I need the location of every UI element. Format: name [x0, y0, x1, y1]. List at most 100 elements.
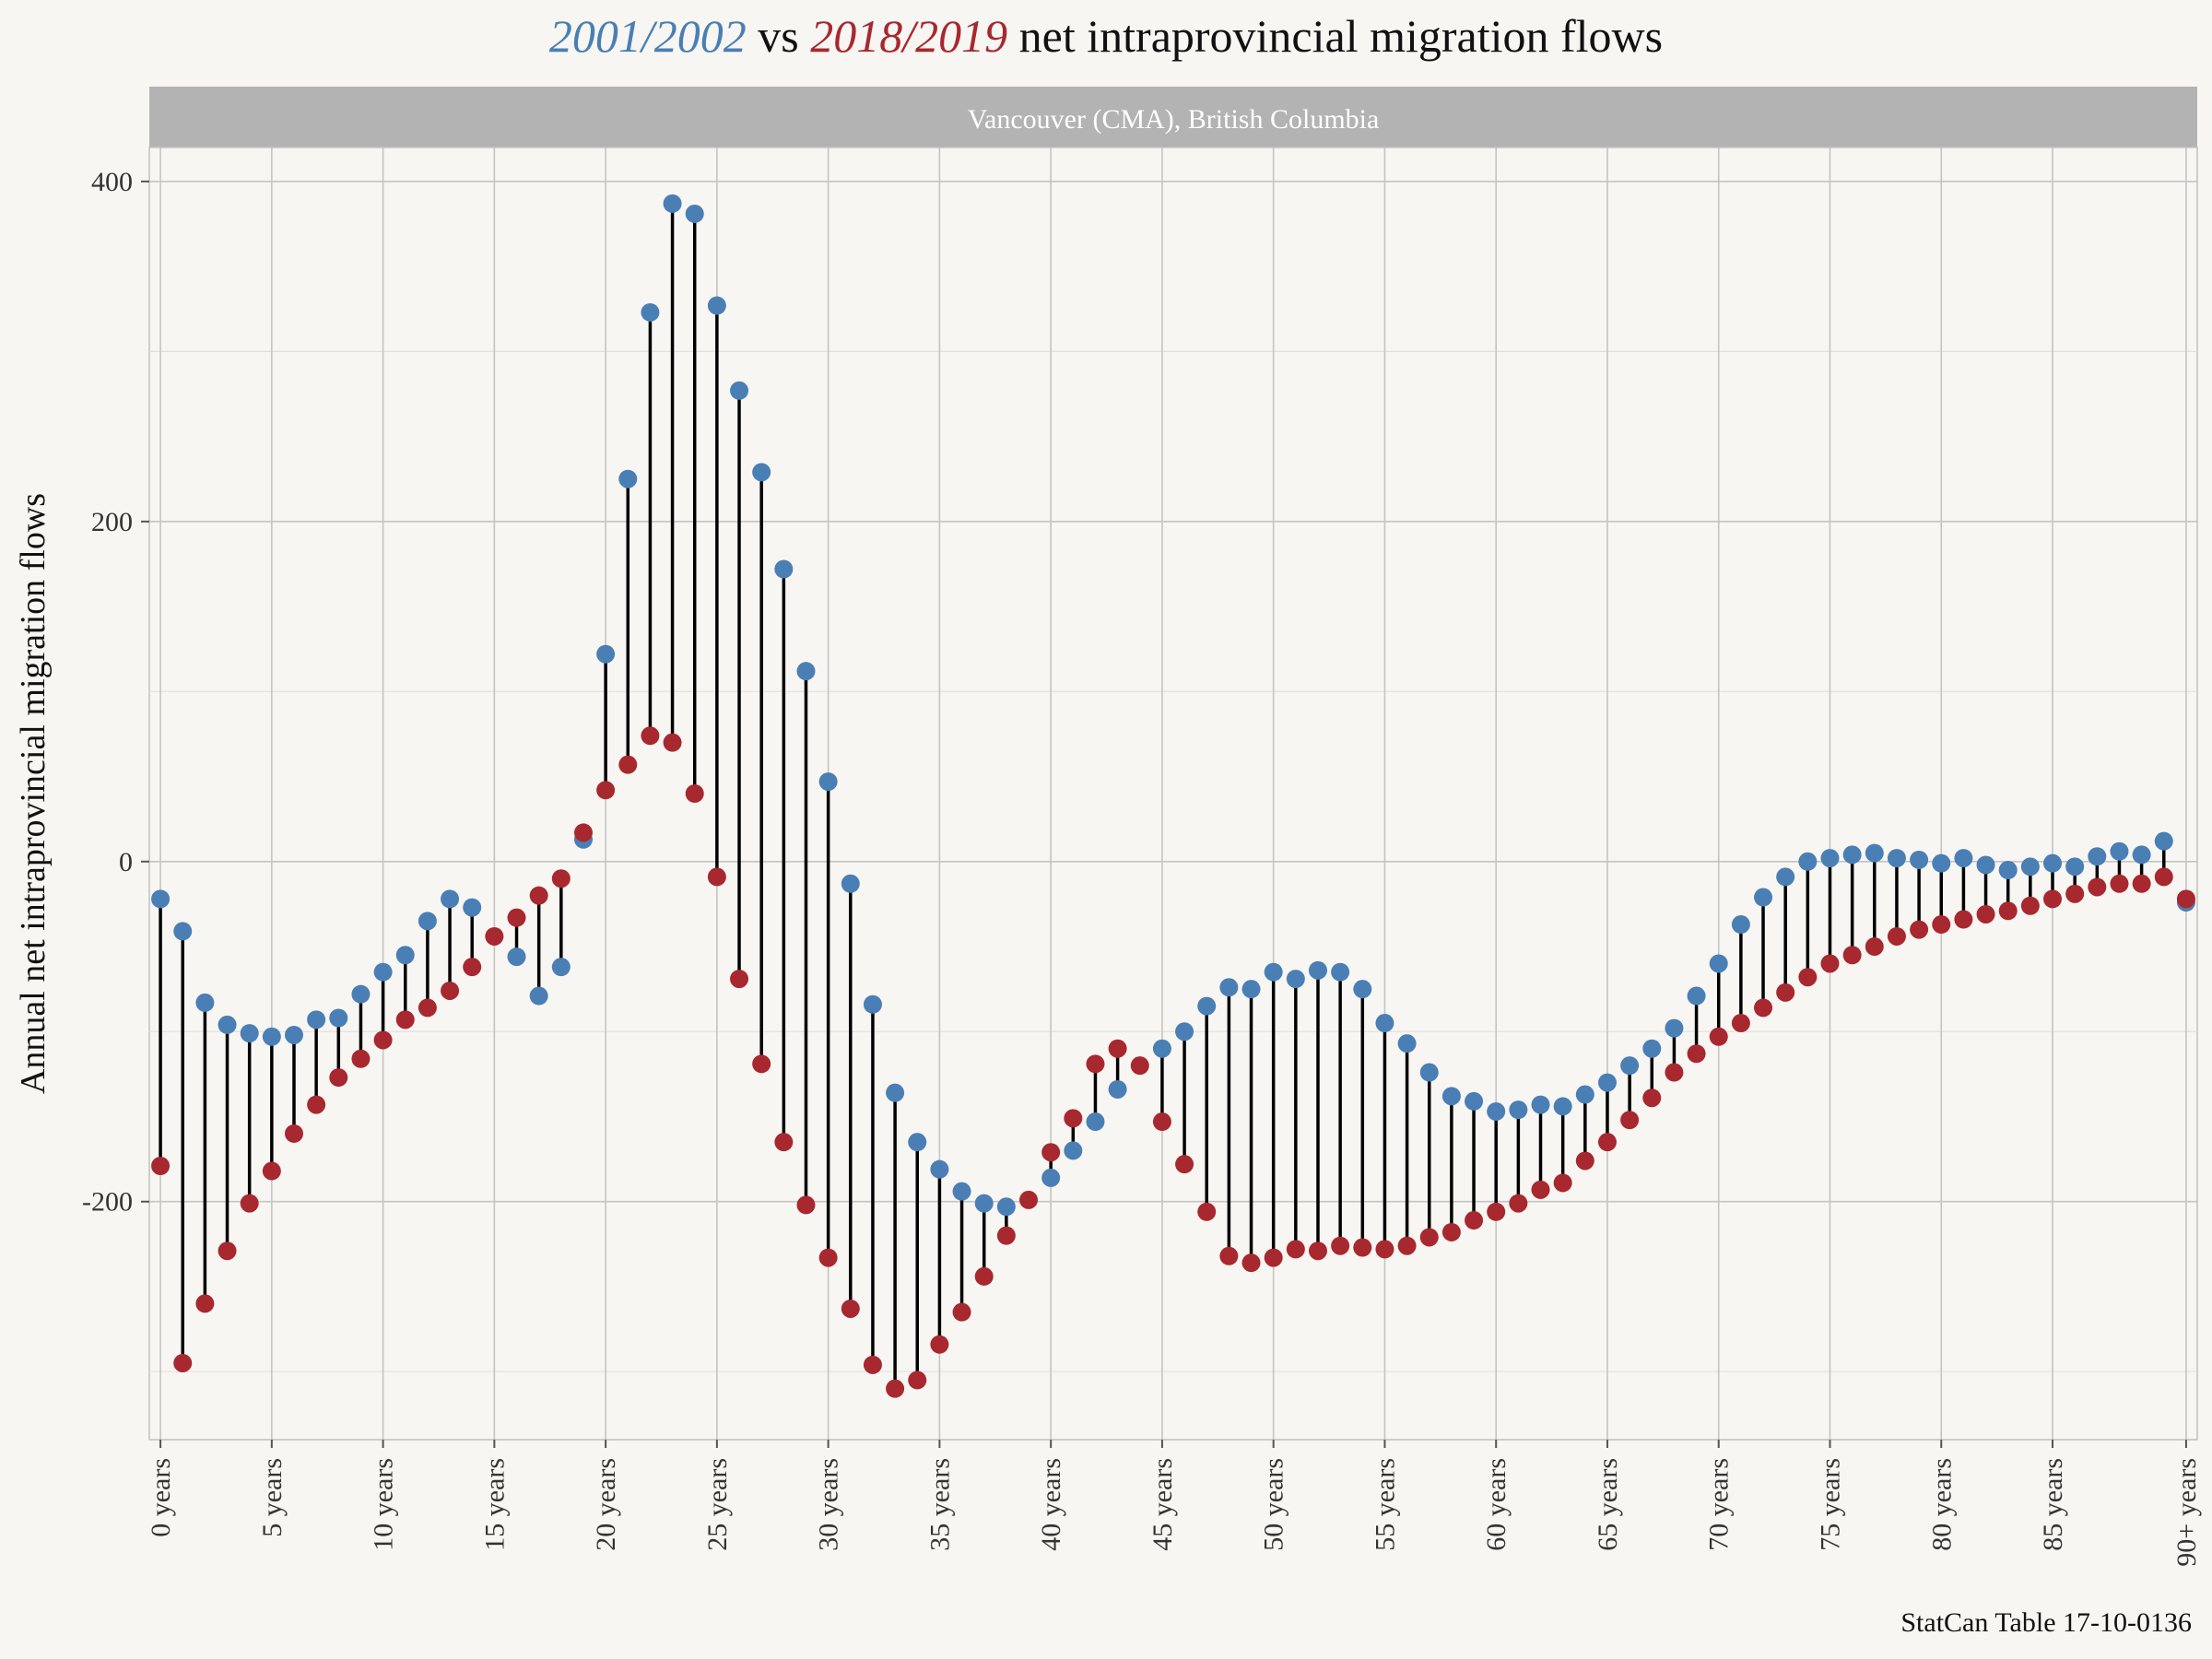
- point-2018-2019: [1465, 1211, 1484, 1230]
- x-tick-label: 5 years: [257, 1458, 288, 1537]
- point-2018-2019: [2043, 889, 2063, 909]
- facet-strip: [149, 87, 2197, 147]
- point-2018-2019: [1108, 1039, 1127, 1058]
- point-2001-2002: [1954, 849, 1973, 868]
- point-2018-2019: [730, 970, 749, 989]
- point-2018-2019: [1286, 1240, 1305, 1259]
- data-points: [151, 194, 2195, 1398]
- point-2018-2019: [529, 886, 548, 905]
- point-2018-2019: [1175, 1155, 1194, 1174]
- point-2001-2002: [1509, 1100, 1528, 1120]
- point-2018-2019: [1353, 1238, 1372, 1257]
- point-2018-2019: [1910, 920, 1929, 939]
- point-2018-2019: [195, 1294, 215, 1313]
- facet-label: Vancouver (CMA), British Columbia: [968, 104, 1380, 135]
- point-2018-2019: [151, 1156, 171, 1175]
- point-2001-2002: [974, 1194, 994, 1213]
- point-2018-2019: [1553, 1173, 1572, 1193]
- point-2018-2019: [441, 981, 460, 1000]
- point-2018-2019: [1687, 1044, 1706, 1064]
- point-2018-2019: [307, 1095, 326, 1114]
- point-2018-2019: [1086, 1054, 1105, 1074]
- point-2001-2002: [395, 946, 415, 965]
- point-2001-2002: [2088, 847, 2107, 866]
- point-2018-2019: [2154, 867, 2173, 887]
- point-2018-2019: [1709, 1027, 1728, 1046]
- point-2018-2019: [1308, 1241, 1327, 1261]
- point-2018-2019: [1954, 910, 1973, 929]
- point-2001-2002: [707, 296, 726, 315]
- point-2018-2019: [841, 1299, 860, 1318]
- point-2001-2002: [641, 302, 660, 322]
- point-2001-2002: [307, 1010, 326, 1030]
- point-2001-2002: [1998, 861, 2018, 880]
- point-2018-2019: [1509, 1194, 1528, 1213]
- point-2001-2002: [329, 1008, 348, 1028]
- x-tick-label: 55 years: [1370, 1458, 1400, 1551]
- x-tick-label: 15 years: [479, 1458, 510, 1551]
- point-2018-2019: [996, 1226, 1016, 1245]
- point-2018-2019: [774, 1133, 794, 1152]
- point-2018-2019: [1264, 1248, 1283, 1267]
- point-2001-2002: [418, 912, 437, 931]
- point-2018-2019: [1487, 1202, 1506, 1221]
- point-2018-2019: [1754, 998, 1773, 1018]
- point-2018-2019: [1419, 1228, 1439, 1247]
- point-2001-2002: [463, 898, 482, 917]
- point-2001-2002: [1064, 1141, 1083, 1160]
- point-2001-2002: [796, 662, 816, 681]
- point-2001-2002: [2065, 857, 2085, 877]
- point-2001-2002: [284, 1025, 303, 1044]
- point-2001-2002: [507, 947, 526, 967]
- point-2001-2002: [1776, 867, 1795, 887]
- point-2018-2019: [1575, 1151, 1594, 1171]
- point-2018-2019: [351, 1049, 371, 1068]
- point-2001-2002: [1308, 960, 1327, 980]
- point-2018-2019: [1597, 1133, 1617, 1152]
- x-tick-label: 60 years: [1481, 1458, 1512, 1551]
- point-2001-2002: [618, 469, 638, 488]
- point-2001-2002: [1865, 843, 1884, 863]
- point-2018-2019: [1241, 1253, 1261, 1273]
- point-2001-2002: [1419, 1063, 1439, 1082]
- point-2018-2019: [1019, 1190, 1039, 1209]
- point-2001-2002: [863, 994, 882, 1014]
- point-2001-2002: [1041, 1168, 1061, 1187]
- point-2001-2002: [173, 922, 193, 941]
- title-rest: net intraprovincial migration flows: [1007, 10, 1663, 62]
- point-2018-2019: [663, 733, 682, 752]
- point-2001-2002: [1597, 1073, 1617, 1092]
- point-2018-2019: [1998, 901, 2018, 921]
- point-2001-2002: [930, 1159, 949, 1179]
- y-tick-label: -200: [82, 1187, 133, 1218]
- point-2001-2002: [2154, 831, 2173, 851]
- title-vs: vs: [747, 10, 810, 62]
- point-2001-2002: [730, 381, 749, 400]
- point-2018-2019: [863, 1355, 882, 1374]
- point-2018-2019: [752, 1054, 771, 1074]
- point-2001-2002: [1465, 1091, 1484, 1111]
- x-tick-label: 35 years: [924, 1458, 955, 1551]
- point-2001-2002: [1175, 1022, 1194, 1041]
- point-2001-2002: [1887, 849, 1906, 868]
- point-2001-2002: [1842, 845, 1862, 865]
- point-2018-2019: [1798, 968, 1818, 987]
- x-tick-label: 75 years: [1815, 1458, 1845, 1551]
- point-2001-2002: [952, 1182, 971, 1201]
- x-tick-label: 0 years: [146, 1458, 176, 1537]
- point-2018-2019: [1731, 1014, 1750, 1033]
- x-tick-label: 80 years: [1926, 1458, 1957, 1551]
- point-2001-2002: [596, 644, 616, 664]
- point-2018-2019: [1887, 926, 1906, 946]
- point-2001-2002: [1798, 852, 1818, 871]
- point-2001-2002: [1642, 1039, 1662, 1058]
- point-2001-2002: [1219, 978, 1239, 997]
- point-2001-2002: [685, 204, 704, 223]
- point-2001-2002: [551, 958, 571, 977]
- point-2001-2002: [1331, 962, 1350, 982]
- point-2001-2002: [441, 889, 460, 909]
- point-2001-2002: [240, 1024, 259, 1043]
- title-series-b: 2018/2019: [810, 10, 1007, 62]
- x-tick-label: 40 years: [1036, 1458, 1066, 1551]
